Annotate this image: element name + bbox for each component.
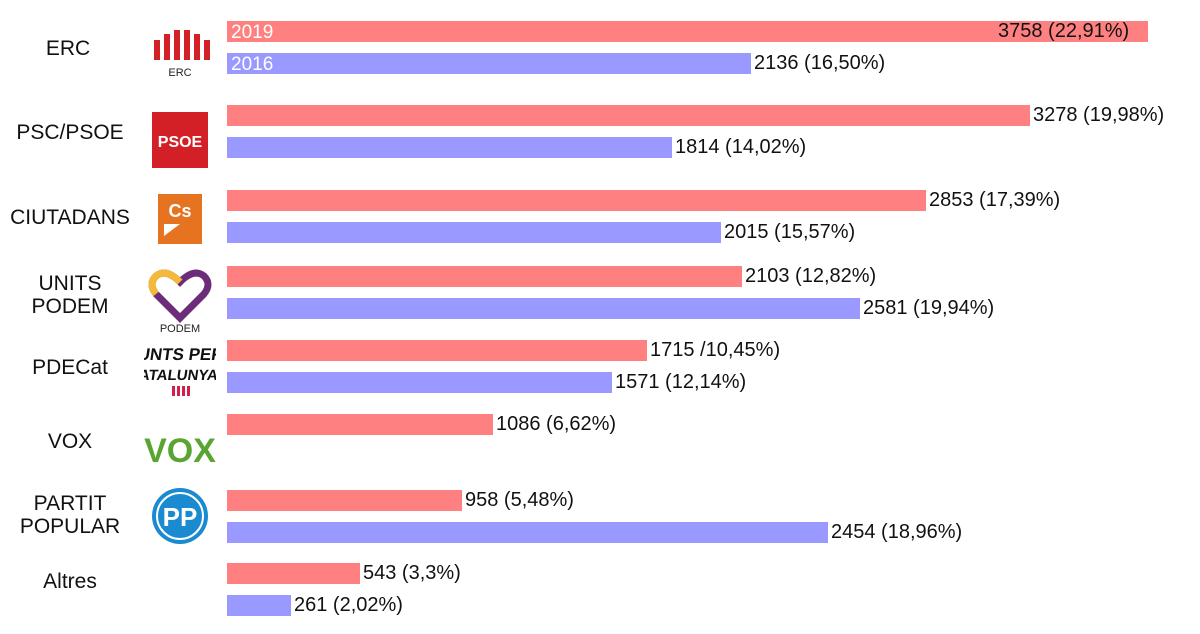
party-label: PARTIT POPULAR xyxy=(0,492,140,538)
svg-text:VOX: VOX xyxy=(144,432,216,470)
party-label-line: PARTIT xyxy=(33,492,107,515)
svg-text:PSOE: PSOE xyxy=(158,134,203,151)
bar-2019 xyxy=(227,21,1148,42)
bar-2016 xyxy=(227,522,828,543)
bar-value-label: 958 (5,48%) xyxy=(465,489,574,511)
bar-value-label: 543 (3,3%) xyxy=(363,562,461,584)
svg-text:ERC: ERC xyxy=(168,67,191,79)
bar-2019 xyxy=(227,340,647,361)
vox-logo-icon: VOX xyxy=(144,420,216,497)
bar-value-label: 3758 (22,91%) xyxy=(998,20,1130,42)
bar-value-label: 1715 /10,45%) xyxy=(650,339,781,361)
bar-value-label: 1814 (14,02%) xyxy=(675,136,807,158)
bar-value-label: 2136 (16,50%) xyxy=(754,52,886,74)
bar-value-label: 1086 (6,62%) xyxy=(496,413,617,435)
party-label: PDECat xyxy=(0,356,140,379)
party-label-line: CIUTADANS xyxy=(10,206,130,229)
bar-2019 xyxy=(227,266,742,287)
bar-2019 xyxy=(227,414,493,435)
bar-2019 xyxy=(227,563,360,584)
party-label: CIUTADANS xyxy=(0,206,140,229)
party-label: UNITS PODEM xyxy=(0,272,140,318)
podem-logo-icon: PODEM xyxy=(144,264,216,341)
party-label-line: ERC xyxy=(45,37,91,60)
party-label: VOX xyxy=(0,430,140,453)
bar-value-label: 3278 (19,98%) xyxy=(1033,104,1165,126)
svg-text:PP: PP xyxy=(163,502,198,532)
junts-logo-icon: JUNTS PER CATALUNYA xyxy=(127,340,225,417)
svg-text:PODEM: PODEM xyxy=(160,323,200,335)
party-label-line: PSC/PSOE xyxy=(16,121,124,144)
bar-2016 xyxy=(227,298,860,319)
svg-text:Cs: Cs xyxy=(168,201,191,221)
party-label-line: VOX xyxy=(47,430,93,453)
legend-label-2019: 2019 xyxy=(231,22,274,43)
party-label-line: UNITS xyxy=(38,272,102,295)
legend-label-2016: 2016 xyxy=(231,54,274,75)
party-label: PSC/PSOE xyxy=(0,121,140,144)
bar-value-label: 261 (2,02%) xyxy=(294,594,403,616)
bar-value-label: 2853 (17,39%) xyxy=(929,189,1061,211)
psoe-logo-icon: PSOE xyxy=(144,112,216,189)
party-label-line: Altres xyxy=(43,570,97,593)
party-label-line: PDECat xyxy=(32,356,108,379)
svg-text:CATALUNYA: CATALUNYA xyxy=(144,367,216,384)
party-label-line: POPULAR xyxy=(19,515,121,538)
bar-2016 xyxy=(227,137,672,158)
bar-value-label: 2454 (18,96%) xyxy=(831,521,963,543)
bar-2019 xyxy=(227,490,462,511)
pp-logo-icon: PP xyxy=(144,486,216,563)
bar-value-label: 2015 (15,57%) xyxy=(724,221,856,243)
bar-2016 xyxy=(227,595,291,616)
bar-2016 xyxy=(227,222,721,243)
bar-value-label: 2103 (12,82%) xyxy=(745,265,877,287)
party-label: ERC xyxy=(0,37,138,60)
party-label: Altres xyxy=(0,570,140,593)
bar-2019 xyxy=(227,190,926,211)
bar-2016 xyxy=(227,372,612,393)
erc-logo-icon: ERC xyxy=(144,26,216,103)
bar-2019 xyxy=(227,105,1030,126)
bar-value-label: 1571 (12,14%) xyxy=(615,371,747,393)
ciutadans-logo-icon: Cs xyxy=(154,190,226,267)
svg-text:JUNTS PER: JUNTS PER xyxy=(144,345,216,364)
bar-value-label: 2581 (19,94%) xyxy=(863,297,995,319)
bar-2016 xyxy=(227,53,751,74)
party-label-line: PODEM xyxy=(31,295,109,318)
